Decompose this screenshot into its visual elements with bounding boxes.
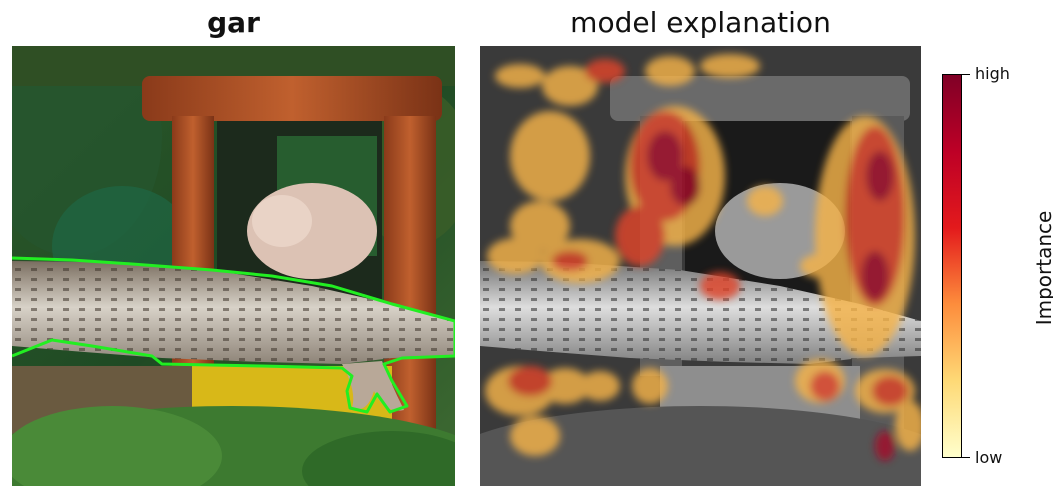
original-image <box>12 46 455 486</box>
left-panel-title: gar <box>207 6 260 39</box>
segmentation-outline <box>12 256 455 414</box>
colorbar-tick-high <box>962 74 970 75</box>
importance-colorbar <box>942 74 962 458</box>
explanation-image <box>480 46 921 486</box>
right-panel-title: model explanation <box>570 6 831 39</box>
colorbar-low-label: low <box>975 448 1003 467</box>
aquarium-photo <box>12 46 455 486</box>
heatmap-overlay <box>480 46 921 486</box>
colorbar-high-label: high <box>975 64 1010 83</box>
colorbar-tick-low <box>962 457 970 458</box>
colorbar-title: Importance <box>1032 210 1053 326</box>
